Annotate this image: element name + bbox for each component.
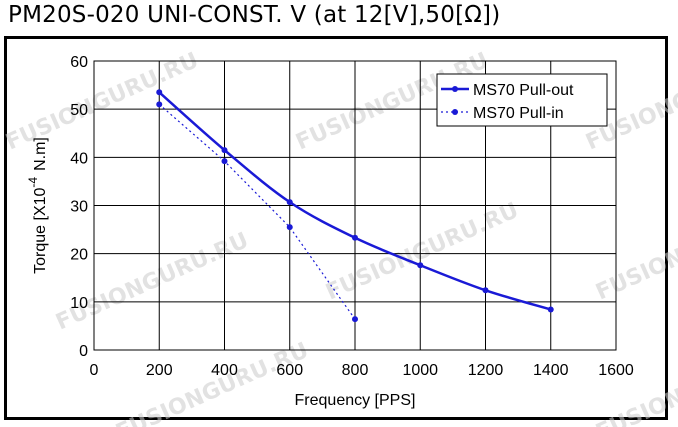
y-tick-label: 10 <box>70 295 88 312</box>
watermark-text: FUSIONGURU.RU <box>52 228 252 335</box>
legend-marker-pull-out <box>452 86 458 92</box>
y-tick-label: 50 <box>70 102 88 119</box>
data-point-pull-out <box>352 234 358 241</box>
legend-label-pull-out: MS70 Pull-out <box>473 82 574 99</box>
y-tick-label: 40 <box>70 150 88 167</box>
data-point-pull-out <box>286 199 293 206</box>
watermark-text: FUSIONGURU.RU <box>112 338 312 427</box>
legend-box <box>436 73 608 127</box>
y-axis-label: Torque [X10-4 N.m] <box>26 137 49 274</box>
x-tick-labels: 0 200 400 600 800 1000 1200 1400 1600 <box>90 362 634 379</box>
x-tick-label: 600 <box>276 362 303 379</box>
series-line-pull-in <box>158 103 356 320</box>
legend-label-pull-in: MS70 Pull-in <box>473 105 564 122</box>
x-tick-label: 1400 <box>533 362 569 379</box>
data-point-pull-out <box>482 287 489 294</box>
chart-title: PM20S-020 UNI-CONST. V (at 12[V],50[Ω]) <box>8 2 501 28</box>
y-axis-label-main: Torque [X10 <box>32 187 49 273</box>
data-point-pull-out <box>417 262 424 269</box>
watermark-text: FUSIONGURU.RU <box>592 198 678 305</box>
data-point-pull-out <box>547 306 554 313</box>
legend: MS70 Pull-out MS70 Pull-in <box>436 73 608 127</box>
y-tick-label: 30 <box>70 199 88 216</box>
data-point-pull-out <box>221 147 228 154</box>
chart-frame <box>4 36 668 420</box>
x-axis-label: Frequency [PPS] <box>295 392 416 409</box>
y-tick-labels: 0 10 20 30 40 50 60 <box>70 54 88 360</box>
series-layer <box>156 89 554 323</box>
y-axis-label-exponent: -4 <box>26 177 40 188</box>
data-point-pull-in <box>352 316 358 323</box>
x-tick-label: 200 <box>146 362 173 379</box>
x-tick-label: 400 <box>211 362 238 379</box>
x-tick-label: 1000 <box>402 362 438 379</box>
data-point-pull-in <box>221 158 228 165</box>
data-point-pull-out <box>156 89 163 96</box>
x-tick-label: 1600 <box>598 362 634 379</box>
x-tick-label: 1200 <box>468 362 504 379</box>
x-tick-label: 0 <box>90 362 99 379</box>
data-point-pull-in <box>286 224 293 231</box>
data-point-pull-in <box>156 101 163 108</box>
plot-area <box>93 60 617 351</box>
legend-marker-pull-in <box>452 109 458 115</box>
watermark-text: FUSIONGURU.RU <box>322 198 522 305</box>
y-tick-label: 0 <box>79 343 88 360</box>
x-tick-label: 800 <box>342 362 369 379</box>
y-tick-label: 20 <box>70 247 88 264</box>
watermark-text: FUSIONGURU.RU <box>592 338 678 427</box>
y-axis-label-unit: N.m] <box>32 137 49 171</box>
y-tick-label: 60 <box>70 54 88 71</box>
